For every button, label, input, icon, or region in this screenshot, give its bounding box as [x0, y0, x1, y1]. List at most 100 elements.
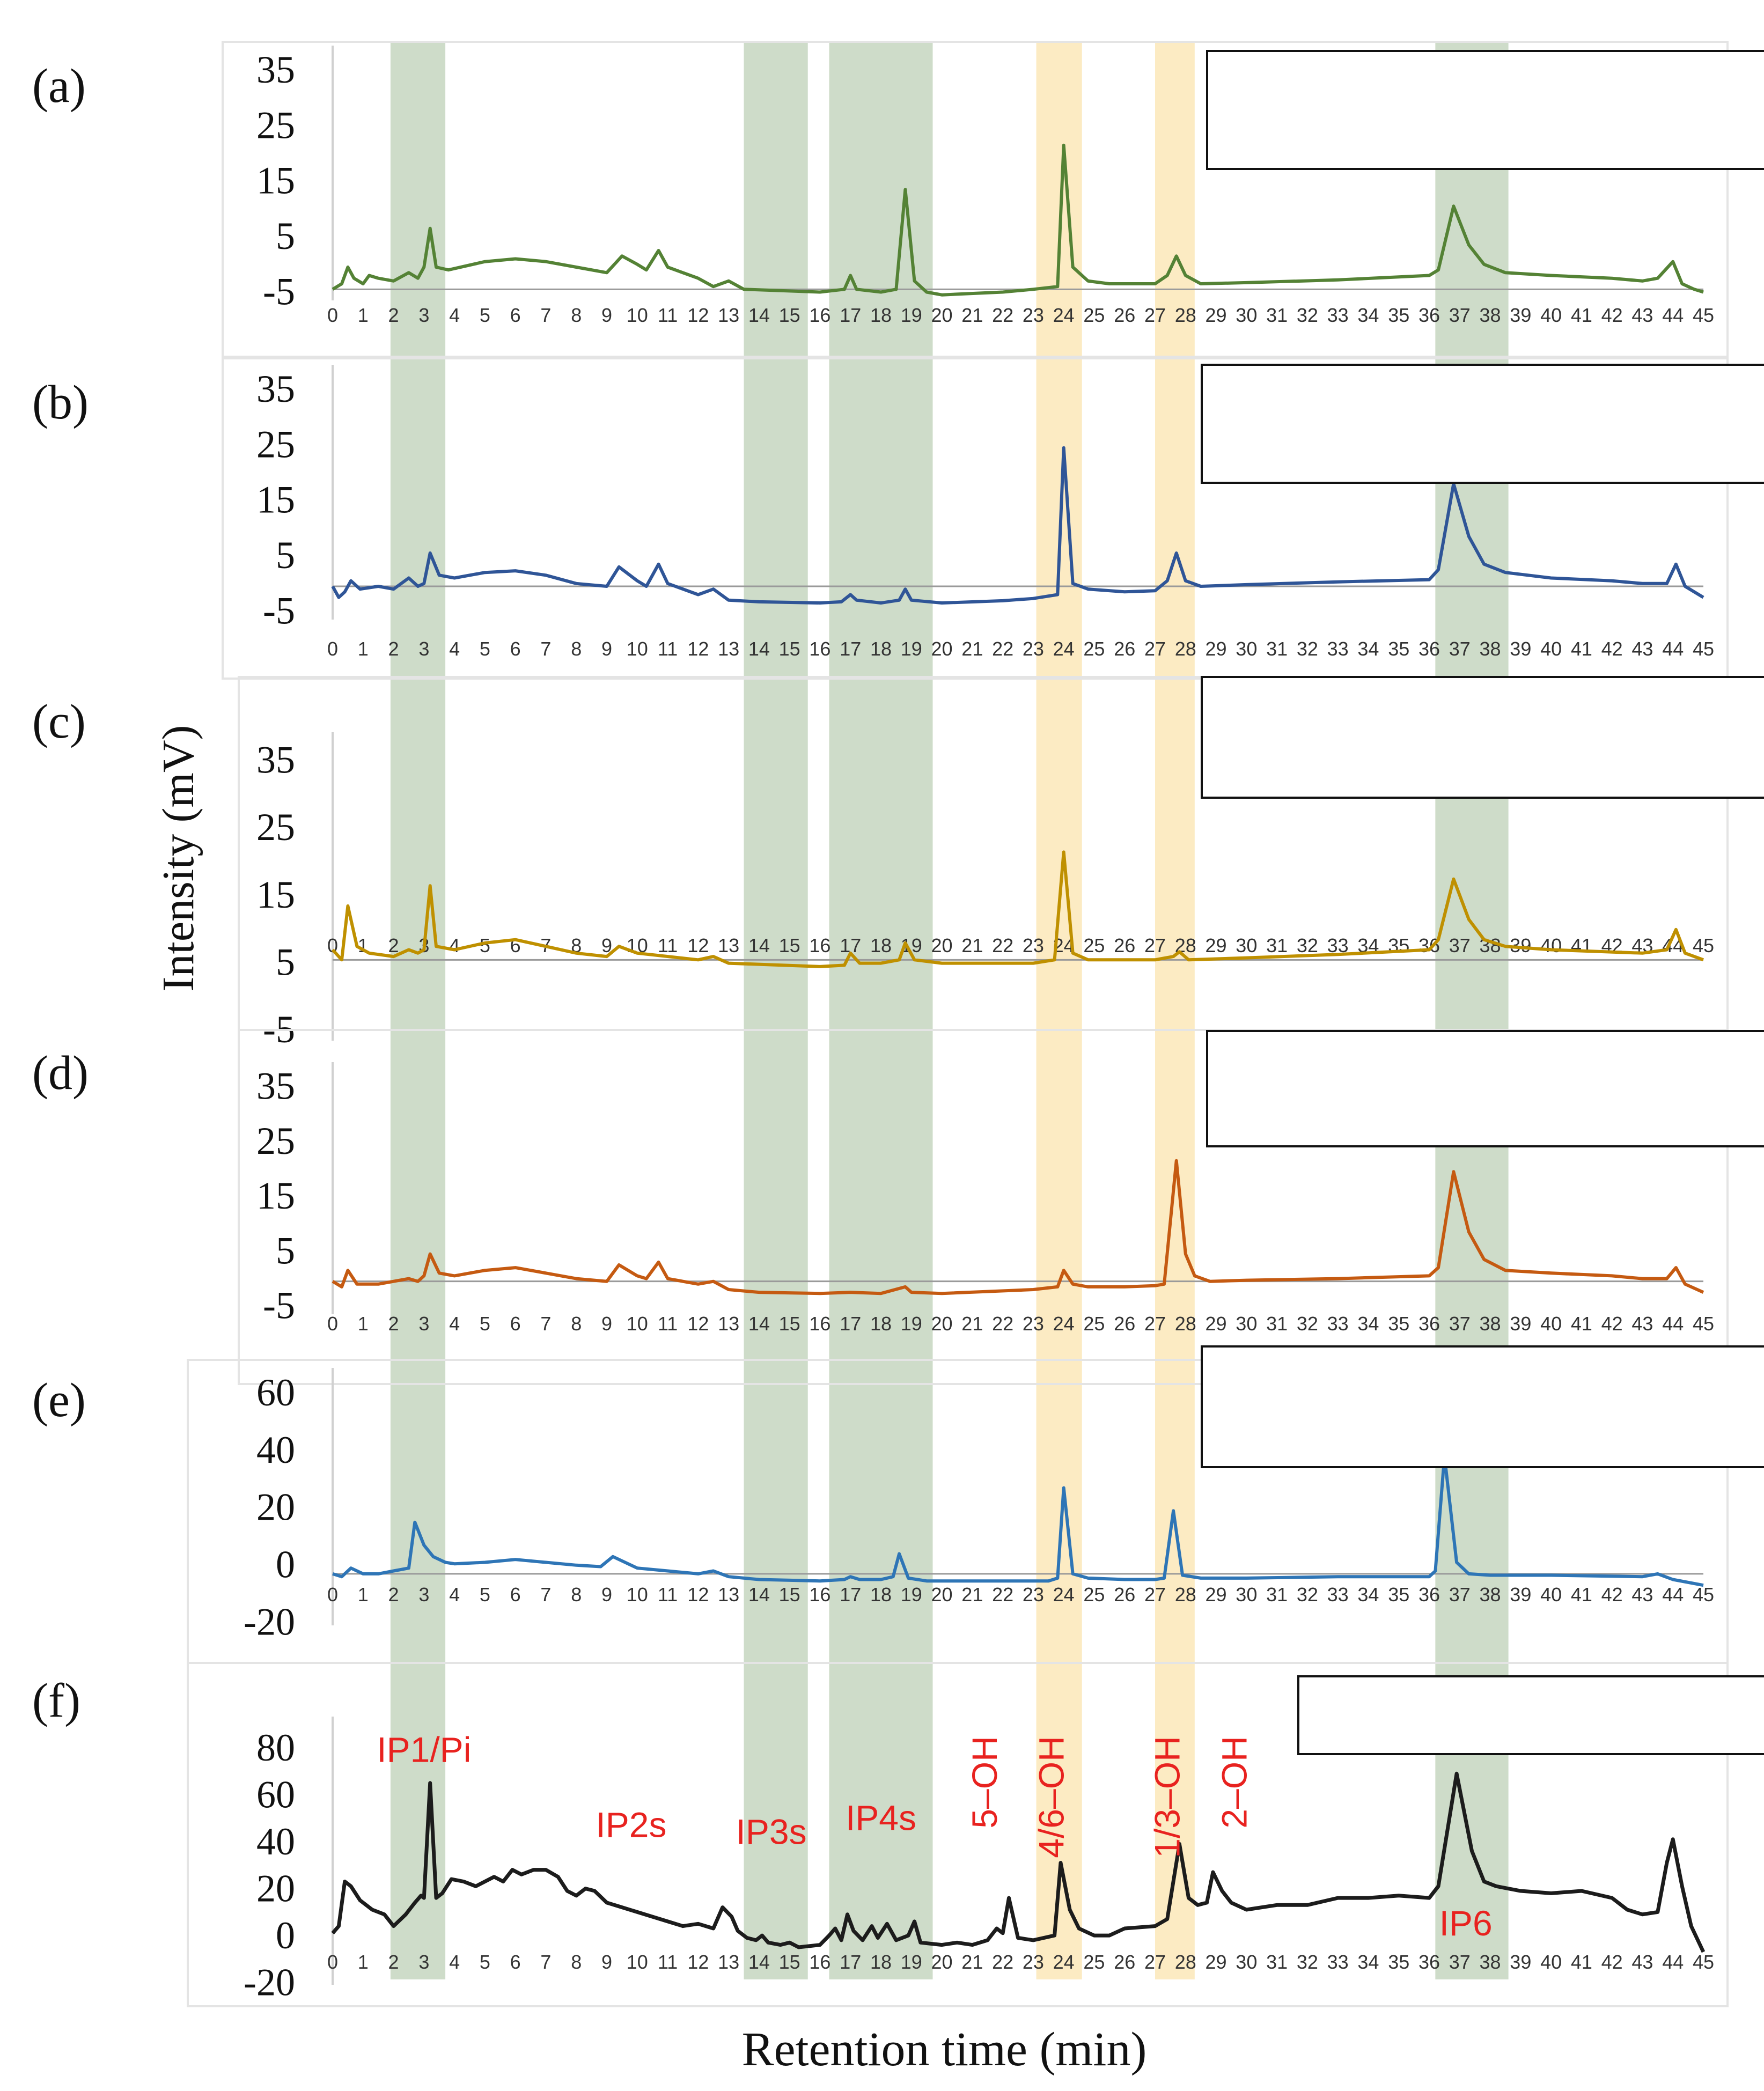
- x-tick-label: 31: [1266, 1951, 1288, 1973]
- y-tick-label: 35: [256, 1065, 295, 1108]
- panel-label: (a): [32, 60, 86, 113]
- x-tick-label: 4: [449, 304, 460, 326]
- x-tick-label: 44: [1662, 1951, 1684, 1973]
- x-tick-label: 35: [1388, 1951, 1409, 1973]
- title-box: [1297, 1675, 1764, 1755]
- x-tick-label: 0: [327, 638, 338, 660]
- x-tick-label: 26: [1114, 1313, 1135, 1335]
- x-tick-label: 3: [418, 638, 429, 660]
- x-tick-label: 32: [1297, 304, 1318, 326]
- x-tick-label: 10: [627, 1313, 648, 1335]
- x-tick-label: 3: [418, 1313, 429, 1335]
- highlight-band-1: [744, 42, 808, 1979]
- y-tick-label: -20: [244, 1600, 295, 1643]
- panel-label: (c): [32, 695, 86, 748]
- x-tick-label: 2: [388, 1313, 399, 1335]
- x-tick-label: 34: [1357, 638, 1379, 660]
- x-tick-label: 28: [1175, 1584, 1196, 1606]
- x-tick-label: 29: [1206, 1951, 1227, 1973]
- x-tick-label: 24: [1053, 304, 1075, 326]
- x-tick-label: 2: [388, 304, 399, 326]
- x-tick-label: 7: [540, 304, 551, 326]
- x-tick-label: 7: [540, 1584, 551, 1606]
- x-tick-label: 27: [1144, 1313, 1166, 1335]
- x-tick-label: 11: [658, 1313, 678, 1335]
- y-tick-label: -5: [263, 270, 295, 313]
- x-tick-label: 24: [1053, 1584, 1075, 1606]
- x-tick-label: 40: [1540, 1951, 1562, 1973]
- x-tick-label: 0: [327, 304, 338, 326]
- x-tick-label: 41: [1571, 304, 1592, 326]
- x-tick-label: 21: [961, 304, 983, 326]
- x-tick-label: 19: [901, 1584, 922, 1606]
- y-tick-label: 35: [256, 48, 295, 91]
- y-tick-label: 35: [256, 367, 295, 410]
- x-tick-label: 21: [961, 638, 983, 660]
- x-tick-label: 36: [1418, 638, 1440, 660]
- x-tick-label: 7: [540, 1951, 551, 1973]
- x-tick-label: 36: [1418, 934, 1440, 956]
- x-tick-label: 41: [1571, 934, 1592, 956]
- x-tick-label: 13: [718, 934, 739, 956]
- x-tick-label: 29: [1206, 1313, 1227, 1335]
- x-tick-label: 21: [961, 1951, 983, 1973]
- peak-annotation: 2–OH: [1214, 1736, 1254, 1828]
- x-axis-label: Retention time (min): [742, 2023, 1147, 2076]
- x-tick-label: 32: [1297, 638, 1318, 660]
- y-tick-label: 80: [256, 1726, 295, 1769]
- x-tick-label: 29: [1206, 1584, 1227, 1606]
- x-tick-label: 38: [1480, 1313, 1501, 1335]
- x-tick-label: 34: [1357, 304, 1379, 326]
- highlight-band-0: [390, 42, 446, 1979]
- x-tick-label: 13: [718, 304, 739, 326]
- x-tick-label: 29: [1206, 638, 1227, 660]
- x-tick-label: 44: [1662, 1584, 1684, 1606]
- x-tick-label: 33: [1327, 304, 1349, 326]
- y-tick-label: -5: [263, 589, 295, 632]
- panel-label: (f): [32, 1674, 80, 1727]
- y-axis-label: Intensity (mV): [153, 725, 203, 992]
- x-tick-label: 44: [1662, 638, 1684, 660]
- x-tick-label: 5: [480, 1951, 490, 1973]
- series-line: [331, 1771, 1706, 1953]
- x-tick-label: 15: [779, 934, 800, 956]
- x-tick-label: 43: [1631, 638, 1653, 660]
- x-tick-label: 8: [571, 1584, 582, 1606]
- x-tick-label: 10: [627, 1951, 648, 1973]
- x-tick-label: 9: [601, 638, 612, 660]
- y-tick-label: 25: [256, 423, 295, 466]
- x-tick-label: 32: [1297, 934, 1318, 956]
- x-tick-label: 10: [627, 304, 648, 326]
- x-tick-label: 5: [480, 1313, 490, 1335]
- x-tick-label: 3: [418, 1584, 429, 1606]
- x-tick-label: 9: [601, 1313, 612, 1335]
- x-tick-label: 2: [388, 638, 399, 660]
- x-tick-label: 16: [809, 1313, 830, 1335]
- x-tick-label: 12: [687, 1584, 709, 1606]
- x-tick-label: 31: [1266, 1584, 1288, 1606]
- peak-annotation: 5–OH: [965, 1736, 1004, 1828]
- x-tick-label: 24: [1053, 1951, 1075, 1973]
- x-tick-label: 27: [1144, 1951, 1166, 1973]
- x-tick-label: 14: [748, 1313, 770, 1335]
- y-tick-label: 15: [256, 1174, 295, 1217]
- x-tick-label: 26: [1114, 1584, 1135, 1606]
- x-tick-label: 10: [627, 638, 648, 660]
- x-tick-label: 15: [779, 1951, 800, 1973]
- x-tick-label: 5: [480, 934, 490, 956]
- x-tick-label: 37: [1449, 1584, 1471, 1606]
- x-tick-label: 6: [510, 934, 521, 956]
- x-tick-label: 18: [870, 638, 892, 660]
- x-tick-label: 15: [779, 638, 800, 660]
- x-tick-label: 27: [1144, 1584, 1166, 1606]
- x-tick-label: 41: [1571, 1951, 1592, 1973]
- x-tick-label: 40: [1540, 1313, 1562, 1335]
- series-line: [332, 1454, 1704, 1587]
- series-line: [332, 143, 1704, 297]
- y-tick-label: 0: [276, 1543, 295, 1586]
- y-tick-label: 15: [256, 159, 295, 202]
- x-tick-label: 23: [1023, 304, 1044, 326]
